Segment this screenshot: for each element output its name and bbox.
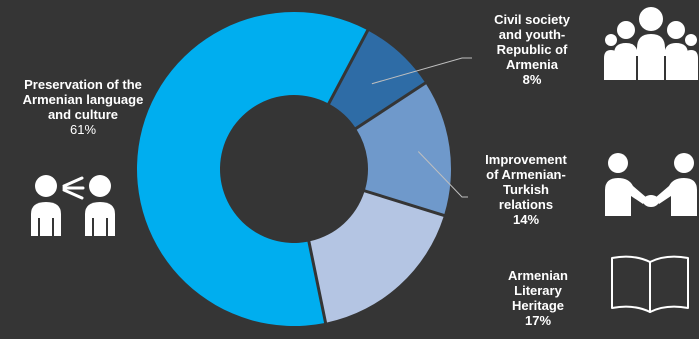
label-preservation-value: 61% <box>69 122 97 137</box>
label-turkish-line1: Improvement <box>485 152 567 167</box>
label-turkish-line4: relations <box>498 197 554 212</box>
label-civil-value: 8% <box>522 72 542 87</box>
label-civil-line2: and youth- <box>498 27 566 42</box>
slice-literary-heritage <box>310 192 444 323</box>
people-talking-icon <box>31 175 115 236</box>
open-book-icon <box>611 255 689 313</box>
leader-line-turkish-relations <box>417 151 468 198</box>
leader-line-civil-society <box>371 57 472 85</box>
label-literary-line3: Heritage <box>511 298 565 313</box>
leader-lines <box>371 57 472 198</box>
label-turkish-value: 14% <box>512 212 540 227</box>
label-civil-line4: Armenia <box>505 57 559 72</box>
label-preservation-line3: and culture <box>47 107 119 122</box>
slice-civil-society <box>330 31 425 128</box>
group-of-people-icon <box>604 7 698 80</box>
label-civil-society: Civil society and youth- Republic of Arm… <box>472 12 592 87</box>
label-civil-line3: Republic of <box>496 42 568 57</box>
donut-slices <box>137 12 451 327</box>
slice-turkish-relations <box>356 84 451 214</box>
label-literary-line2: Literary <box>514 283 562 298</box>
label-civil-line1: Civil society <box>494 12 570 27</box>
label-preservation-line2: Armenian language <box>22 92 144 107</box>
handshake-icon <box>605 153 697 216</box>
label-preservation-line1: Preservation of the <box>24 77 142 92</box>
label-preservation: Preservation of the Armenian language an… <box>4 77 162 137</box>
label-turkish-line2: of Armenian- <box>486 167 566 182</box>
label-turkish-line3: Turkish <box>503 182 549 197</box>
label-literary-value: 17% <box>524 313 552 328</box>
label-literary-heritage: Armenian Literary Heritage 17% <box>478 268 598 328</box>
label-literary-line1: Armenian <box>508 268 568 283</box>
slice-preservation <box>137 12 367 327</box>
label-turkish-relations: Improvement of Armenian- Turkish relatio… <box>466 152 586 227</box>
